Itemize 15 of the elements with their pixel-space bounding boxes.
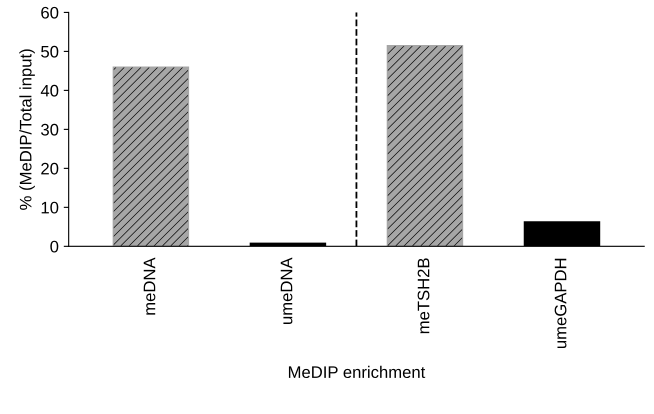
y-tick-label: 0 bbox=[50, 240, 58, 253]
y-tick-label: 50 bbox=[41, 46, 58, 58]
bar bbox=[112, 66, 190, 246]
y-tick-label: 20 bbox=[41, 162, 58, 175]
x-axis-title: MeDIP enrichment bbox=[288, 366, 426, 378]
x-tick-label: meDNA bbox=[144, 257, 156, 315]
y-tick-label: 10 bbox=[42, 202, 58, 214]
y-tick-label: 30 bbox=[41, 124, 58, 136]
y-axis-title: % (MeDIP/Total input) bbox=[19, 49, 35, 210]
bar bbox=[386, 45, 464, 246]
x-tick-label: umeDNA bbox=[280, 257, 292, 324]
x-tick-label: umeGAPDH bbox=[554, 258, 566, 348]
y-tick-label: 60 bbox=[41, 6, 58, 19]
x-tick-label: meTSH2B bbox=[418, 258, 430, 334]
y-tick-label: 40 bbox=[40, 84, 58, 97]
